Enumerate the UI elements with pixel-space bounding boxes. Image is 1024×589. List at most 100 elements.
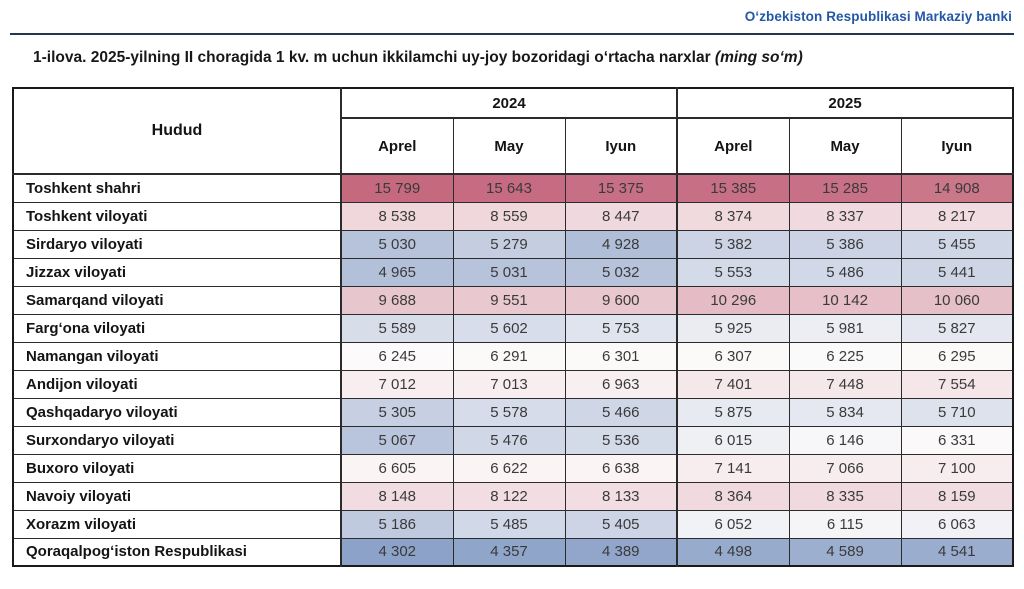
value-cell: 9 688 — [340, 285, 454, 315]
value-cell: 10 060 — [900, 285, 1014, 315]
value-cell: 5 602 — [452, 313, 566, 343]
value-cell: 6 146 — [788, 425, 902, 455]
table-body: Toshkent shahri 15 799 15 643 15 375 15 385 1… — [12, 173, 1014, 567]
table-row: Fargʻona viloyati 5 589 5 602 5 753 5 925 5 9… — [12, 313, 1014, 343]
value-cell: 5 578 — [452, 397, 566, 427]
value-cell: 5 827 — [900, 313, 1014, 343]
value-cell: 6 622 — [452, 453, 566, 483]
value-cell: 7 013 — [452, 369, 566, 399]
value-cell: 8 538 — [340, 201, 454, 231]
region-cell: Fargʻona viloyati — [12, 313, 342, 343]
value-cell: 7 066 — [788, 453, 902, 483]
value-cell: 6 291 — [452, 341, 566, 371]
value-cell: 9 551 — [452, 285, 566, 315]
value-cell: 5 589 — [340, 313, 454, 343]
value-cell: 8 374 — [676, 201, 790, 231]
column-header-month: Aprel — [676, 117, 790, 175]
value-cell: 6 225 — [788, 341, 902, 371]
value-cell: 7 141 — [676, 453, 790, 483]
value-cell: 5 279 — [452, 229, 566, 259]
value-cell: 8 122 — [452, 481, 566, 511]
value-cell: 5 032 — [564, 257, 678, 287]
value-cell: 6 295 — [900, 341, 1014, 371]
column-header-month: Iyun — [900, 117, 1014, 175]
region-cell: Xorazm viloyati — [12, 509, 342, 539]
page-title-unit: (ming soʻm) — [714, 49, 803, 66]
value-cell: 5 455 — [900, 229, 1014, 259]
value-cell: 6 331 — [900, 425, 1014, 455]
table-row: Namangan viloyati 6 245 6 291 6 301 6 307 6 2… — [12, 341, 1014, 371]
value-cell: 5 834 — [788, 397, 902, 427]
value-cell: 4 357 — [452, 537, 566, 567]
value-cell: 15 799 — [340, 173, 454, 203]
value-cell: 5 536 — [564, 425, 678, 455]
value-cell: 5 405 — [564, 509, 678, 539]
value-cell: 6 307 — [676, 341, 790, 371]
value-cell: 5 030 — [340, 229, 454, 259]
value-cell: 15 285 — [788, 173, 902, 203]
table-row: Jizzax viloyati 4 965 5 031 5 032 5 553 5 486… — [12, 257, 1014, 287]
table-row: Sirdaryo viloyati 5 030 5 279 4 928 5 382 5 3… — [12, 229, 1014, 259]
region-cell: Buxoro viloyati — [12, 453, 342, 483]
value-cell: 5 441 — [900, 257, 1014, 287]
value-cell: 5 382 — [676, 229, 790, 259]
region-cell: Toshkent viloyati — [12, 201, 342, 231]
region-cell: Qashqadaryo viloyati — [12, 397, 342, 427]
table-row: Surxondaryo viloyati 5 067 5 476 5 536 6 015… — [12, 425, 1014, 455]
value-cell: 6 063 — [900, 509, 1014, 539]
value-cell: 7 448 — [788, 369, 902, 399]
bank-name: Oʻzbekiston Respublikasi Markaziy banki — [744, 9, 1012, 24]
value-cell: 4 302 — [340, 537, 454, 567]
value-cell: 5 486 — [788, 257, 902, 287]
value-cell: 7 554 — [900, 369, 1014, 399]
table-row: Toshkent shahri 15 799 15 643 15 375 15 385 1… — [12, 173, 1014, 203]
value-cell: 4 541 — [900, 537, 1014, 567]
table-row: Xorazm viloyati 5 186 5 485 5 405 6 052 6 115… — [12, 509, 1014, 539]
value-cell: 6 245 — [340, 341, 454, 371]
value-cell: 5 875 — [676, 397, 790, 427]
region-cell: Qoraqalpogʻiston Respublikasi — [12, 537, 342, 567]
header-rule — [10, 33, 1014, 35]
value-cell: 14 908 — [900, 173, 1014, 203]
region-cell: Samarqand viloyati — [12, 285, 342, 315]
value-cell: 4 389 — [564, 537, 678, 567]
column-header-month: May — [788, 117, 902, 175]
value-cell: 5 753 — [564, 313, 678, 343]
value-cell: 5 466 — [564, 397, 678, 427]
region-cell: Surxondaryo viloyati — [12, 425, 342, 455]
value-cell: 8 335 — [788, 481, 902, 511]
column-header-region: Hudud — [12, 87, 342, 175]
value-cell: 6 963 — [564, 369, 678, 399]
value-cell: 5 305 — [340, 397, 454, 427]
value-cell: 8 364 — [676, 481, 790, 511]
value-cell: 9 600 — [564, 285, 678, 315]
column-header-month: Iyun — [564, 117, 678, 175]
value-cell: 6 052 — [676, 509, 790, 539]
table-row: Qoraqalpogʻiston Respublikasi 4 302 4 357 4… — [12, 537, 1014, 567]
value-cell: 5 925 — [676, 313, 790, 343]
value-cell: 8 559 — [452, 201, 566, 231]
value-cell: 7 401 — [676, 369, 790, 399]
value-cell: 10 296 — [676, 285, 790, 315]
value-cell: 6 605 — [340, 453, 454, 483]
column-header-year-2025: 2025 — [676, 87, 1014, 119]
value-cell: 7 012 — [340, 369, 454, 399]
value-cell: 8 148 — [340, 481, 454, 511]
column-header-month: Aprel — [340, 117, 454, 175]
region-cell: Jizzax viloyati — [12, 257, 342, 287]
value-cell: 4 965 — [340, 257, 454, 287]
value-cell: 4 928 — [564, 229, 678, 259]
value-cell: 7 100 — [900, 453, 1014, 483]
price-table: Hudud 2024 2025 Aprel May Iyun Aprel May… — [12, 87, 1015, 567]
value-cell: 6 015 — [676, 425, 790, 455]
region-cell: Sirdaryo viloyati — [12, 229, 342, 259]
value-cell: 8 217 — [900, 201, 1014, 231]
value-cell: 8 159 — [900, 481, 1014, 511]
table-row: Navoiy viloyati 8 148 8 122 8 133 8 364 8 335… — [12, 481, 1014, 511]
value-cell: 5 186 — [340, 509, 454, 539]
value-cell: 5 981 — [788, 313, 902, 343]
table-row: Buxoro viloyati 6 605 6 622 6 638 7 141 7 066… — [12, 453, 1014, 483]
value-cell: 6 115 — [788, 509, 902, 539]
value-cell: 8 133 — [564, 481, 678, 511]
